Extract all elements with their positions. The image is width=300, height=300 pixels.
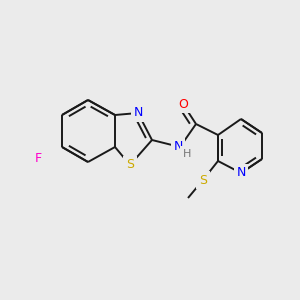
Text: N: N xyxy=(133,106,143,119)
Text: F: F xyxy=(34,152,42,166)
Text: S: S xyxy=(199,173,207,187)
Text: H: H xyxy=(183,149,191,159)
Text: N: N xyxy=(236,167,246,179)
Text: S: S xyxy=(126,158,134,172)
Text: O: O xyxy=(178,98,188,110)
Text: N: N xyxy=(173,140,183,154)
